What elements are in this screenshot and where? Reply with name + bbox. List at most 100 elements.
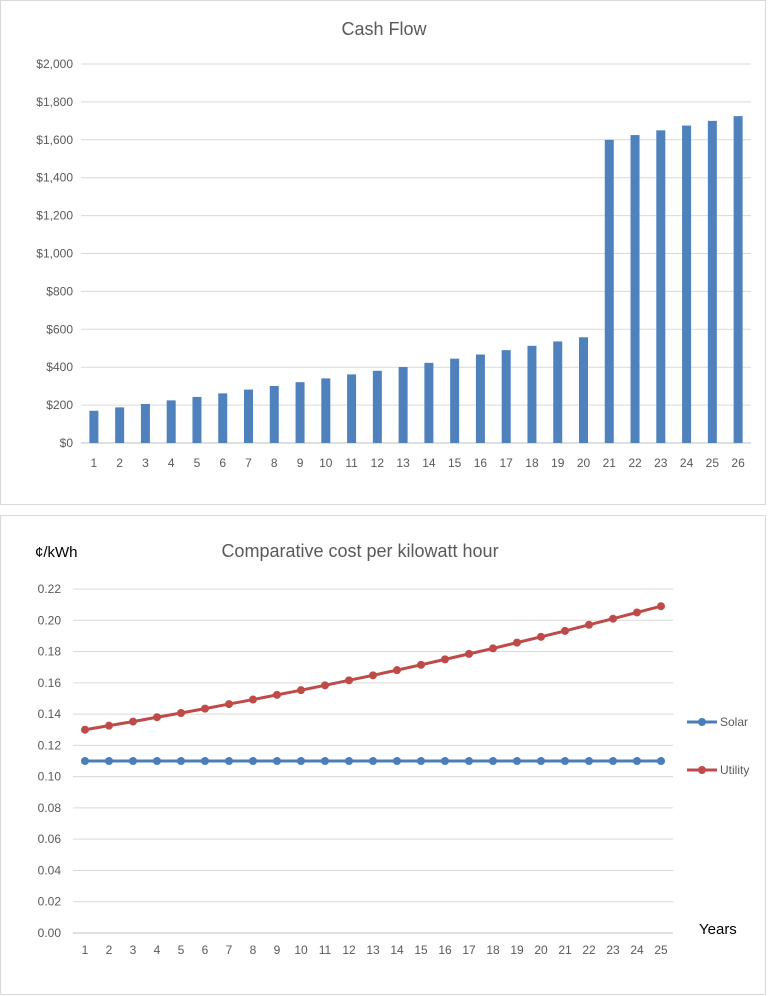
data-point-utility [417,660,425,669]
bar [527,345,537,443]
bar [166,400,176,443]
bar [682,125,692,444]
data-point-solar [489,757,497,765]
cash-flow-chart: Cash Flow $0 $200 $400 $600 $800 $1,000 $1,200… [36,19,751,470]
y-tick-label: $2,000 [36,57,73,71]
y-tick-label: 0.16 [38,676,62,690]
x-tick-label: 14 [390,943,404,957]
x-tick-label: 17 [462,943,476,957]
data-point-solar [561,757,569,765]
data-point-solar [441,757,449,765]
x-tick-label: 18 [486,943,500,957]
data-point-utility [393,666,401,675]
bar [372,370,382,443]
y-tick-label: $0 [60,436,74,450]
x-tick-label: 22 [628,456,642,470]
bar [192,396,202,443]
x-tick-label: 18 [525,456,539,470]
x-tick-label: 23 [606,943,620,957]
data-point-utility [657,602,665,611]
x-tick-label: 8 [250,943,257,957]
data-point-solar [129,757,137,765]
data-point-solar [249,757,257,765]
bar [140,403,150,443]
bar [579,337,588,443]
data-point-utility [465,649,473,658]
x-tick-label: 19 [510,943,524,957]
x-tick-label: 13 [366,943,380,957]
x-tick-label: 7 [226,943,233,957]
data-point-solar [321,757,329,765]
bar [295,382,305,443]
x-tick-label: 11 [319,943,332,957]
x-tick-label: 20 [577,456,591,470]
data-point-solar [81,757,89,765]
y-tick-label: $800 [46,284,73,298]
data-point-utility [297,686,305,695]
x-tick-label: 6 [202,943,209,957]
data-point-solar [369,757,377,765]
bar [604,139,614,444]
data-point-solar [393,757,401,765]
y-tick-label: $1,200 [36,209,73,223]
y-tick-label: 0.08 [38,801,62,815]
y-tick-label: 0.14 [38,707,62,721]
legend-swatch-marker [698,766,706,774]
data-point-utility [441,655,449,664]
chart-title: Cash Flow [341,19,427,39]
data-point-solar [537,757,545,765]
x-tick-label: 21 [603,456,617,470]
bar [475,354,485,443]
y-tick-label: 0.10 [38,770,62,784]
legend-swatch-marker [698,718,706,726]
y-tick-label: 0.18 [38,645,62,659]
data-point-solar [345,757,353,765]
data-point-utility [561,626,569,635]
data-point-utility [513,638,521,647]
x-tick-label: 12 [371,456,385,470]
kwh-cost-chart-panel: Comparative cost per kilowatt hour ¢/kWh… [0,515,766,995]
y-tick-label: 0.04 [38,863,62,877]
data-point-solar [273,757,281,765]
data-point-solar [417,757,425,765]
x-tick-label: 1 [82,943,89,957]
x-tick-label: 24 [680,456,694,470]
y-tick-label: $1,000 [36,247,73,261]
x-tick-label: 8 [271,456,278,470]
data-point-utility [537,632,545,641]
bar [89,410,99,443]
y-tick-label: 0.22 [38,582,62,596]
y-tick-label: $1,600 [36,133,73,147]
data-point-solar [585,757,593,765]
y-tick-label: $600 [46,322,73,336]
data-point-solar [297,757,305,765]
cash-flow-chart-panel: Cash Flow $0 $200 $400 $600 $800 $1,000 $1,200… [0,0,766,505]
data-point-utility [177,708,185,717]
x-axis-label: Years [699,921,737,938]
bar [656,130,666,443]
legend-label: Utility [720,763,749,777]
x-tick-label: 17 [500,456,514,470]
bar [269,385,279,443]
x-tick-label: 5 [178,943,185,957]
x-tick-label: 26 [731,456,745,470]
x-tick-label: 23 [654,456,668,470]
bar [424,362,434,443]
bar [501,350,511,443]
bar [347,374,357,443]
x-tick-label: 5 [194,456,201,470]
data-point-utility [321,681,329,690]
bar [450,358,460,443]
data-point-solar [633,757,641,765]
data-point-utility [273,690,281,699]
x-tick-label: 6 [219,456,226,470]
y-tick-label: 0.00 [38,926,62,940]
kwh-cost-chart: Comparative cost per kilowatt hour ¢/kWh… [35,541,749,957]
series-line-utility [84,604,662,732]
data-point-utility [81,725,89,734]
x-tick-label: 7 [245,456,252,470]
x-tick-label: 2 [106,943,113,957]
x-tick-label: 2 [116,456,123,470]
x-tick-label: 9 [297,456,304,470]
x-tick-label: 16 [438,943,452,957]
